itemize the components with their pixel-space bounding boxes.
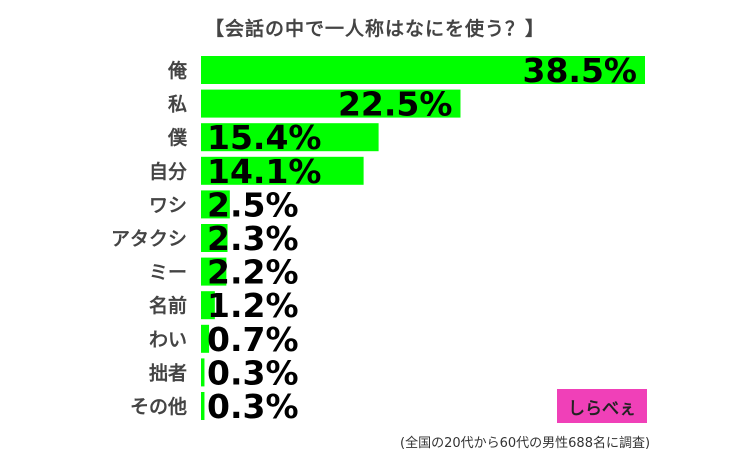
value-label: 0.7%: [207, 320, 299, 359]
value-label: 15.4%: [207, 118, 322, 157]
bar-7: [201, 291, 215, 320]
chart-title: 【会話の中で一人称はなにを使う？】: [204, 18, 545, 40]
bar-1: [201, 89, 461, 118]
category-label: 自分: [149, 160, 187, 183]
bar-6: [201, 257, 227, 286]
bar-4: [201, 190, 230, 219]
category-label: 俺: [167, 59, 188, 82]
value-label: 2.2%: [207, 253, 299, 292]
value-label: 14.1%: [207, 152, 322, 191]
bar-0: [201, 56, 645, 84]
value-label: 2.5%: [207, 185, 299, 224]
bar-8: [201, 324, 210, 353]
bar-3: [201, 156, 364, 185]
value-label: 0.3%: [207, 387, 299, 426]
category-label: ミー: [149, 262, 187, 284]
category-label: 私: [168, 94, 187, 116]
category-label: アタクシ: [111, 228, 187, 250]
value-label: 38.5%: [523, 51, 638, 90]
bar-2: [201, 123, 379, 152]
category-label: 僕: [167, 126, 188, 149]
bar-10: [201, 392, 205, 420]
bar-9: [201, 358, 205, 387]
category-label: ワシ: [149, 194, 187, 216]
category-label: 拙者: [149, 362, 187, 384]
category-label: その他: [130, 395, 187, 418]
value-label: 2.3%: [207, 219, 299, 258]
bar-5: [201, 224, 228, 252]
footnote: (全国の20代から60代の男性688名に調査): [400, 436, 651, 451]
value-label: 1.2%: [207, 286, 299, 325]
category-label: 名前: [149, 294, 187, 317]
value-label: 0.3%: [207, 353, 299, 392]
shirabee-logo: しらべぇ: [557, 389, 647, 423]
category-label: わい: [149, 329, 187, 351]
value-label: 22.5%: [338, 85, 453, 124]
